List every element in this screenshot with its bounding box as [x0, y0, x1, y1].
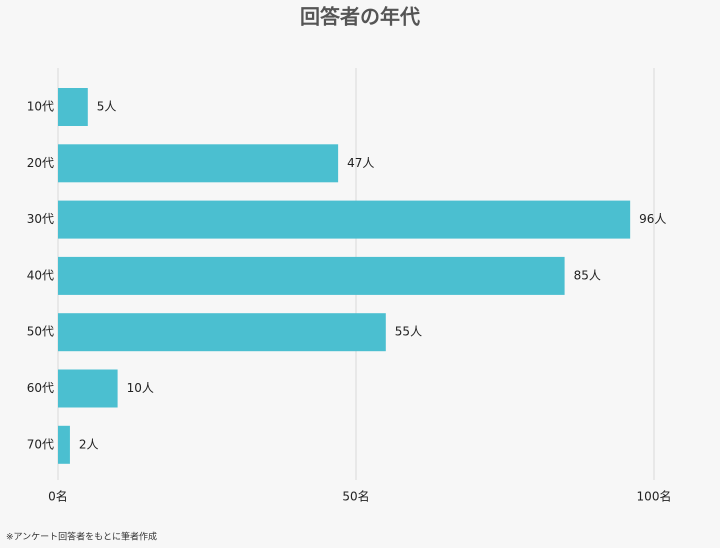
- y-tick-label: 30代: [27, 212, 54, 226]
- value-label: 5人: [97, 100, 117, 114]
- chart-title: 回答者の年代: [300, 5, 420, 29]
- x-tick-label: 100名: [637, 489, 672, 504]
- bar: [58, 144, 339, 183]
- bar: [58, 88, 88, 126]
- value-label: 85人: [574, 268, 601, 282]
- y-tick-label: 60代: [27, 381, 54, 395]
- x-tick-label: 0名: [48, 489, 68, 504]
- y-tick-label: 20代: [27, 156, 54, 170]
- bar: [58, 369, 118, 408]
- bar: [58, 425, 70, 464]
- footnote: ※アンケート回答者をもとに筆者作成: [6, 531, 157, 543]
- y-tick-label: 50代: [27, 325, 54, 339]
- y-tick-label: 10代: [27, 100, 54, 114]
- value-label: 10人: [127, 381, 154, 395]
- bar: [58, 200, 631, 239]
- y-tick-label: 40代: [27, 268, 54, 282]
- value-label: 96人: [639, 212, 666, 226]
- x-tick-label: 50名: [342, 489, 369, 504]
- value-label: 2人: [79, 437, 99, 451]
- value-label: 55人: [395, 325, 422, 339]
- bar: [58, 256, 565, 295]
- y-tick-label: 70代: [27, 437, 54, 451]
- value-label: 47人: [347, 156, 374, 170]
- bar: [58, 313, 386, 352]
